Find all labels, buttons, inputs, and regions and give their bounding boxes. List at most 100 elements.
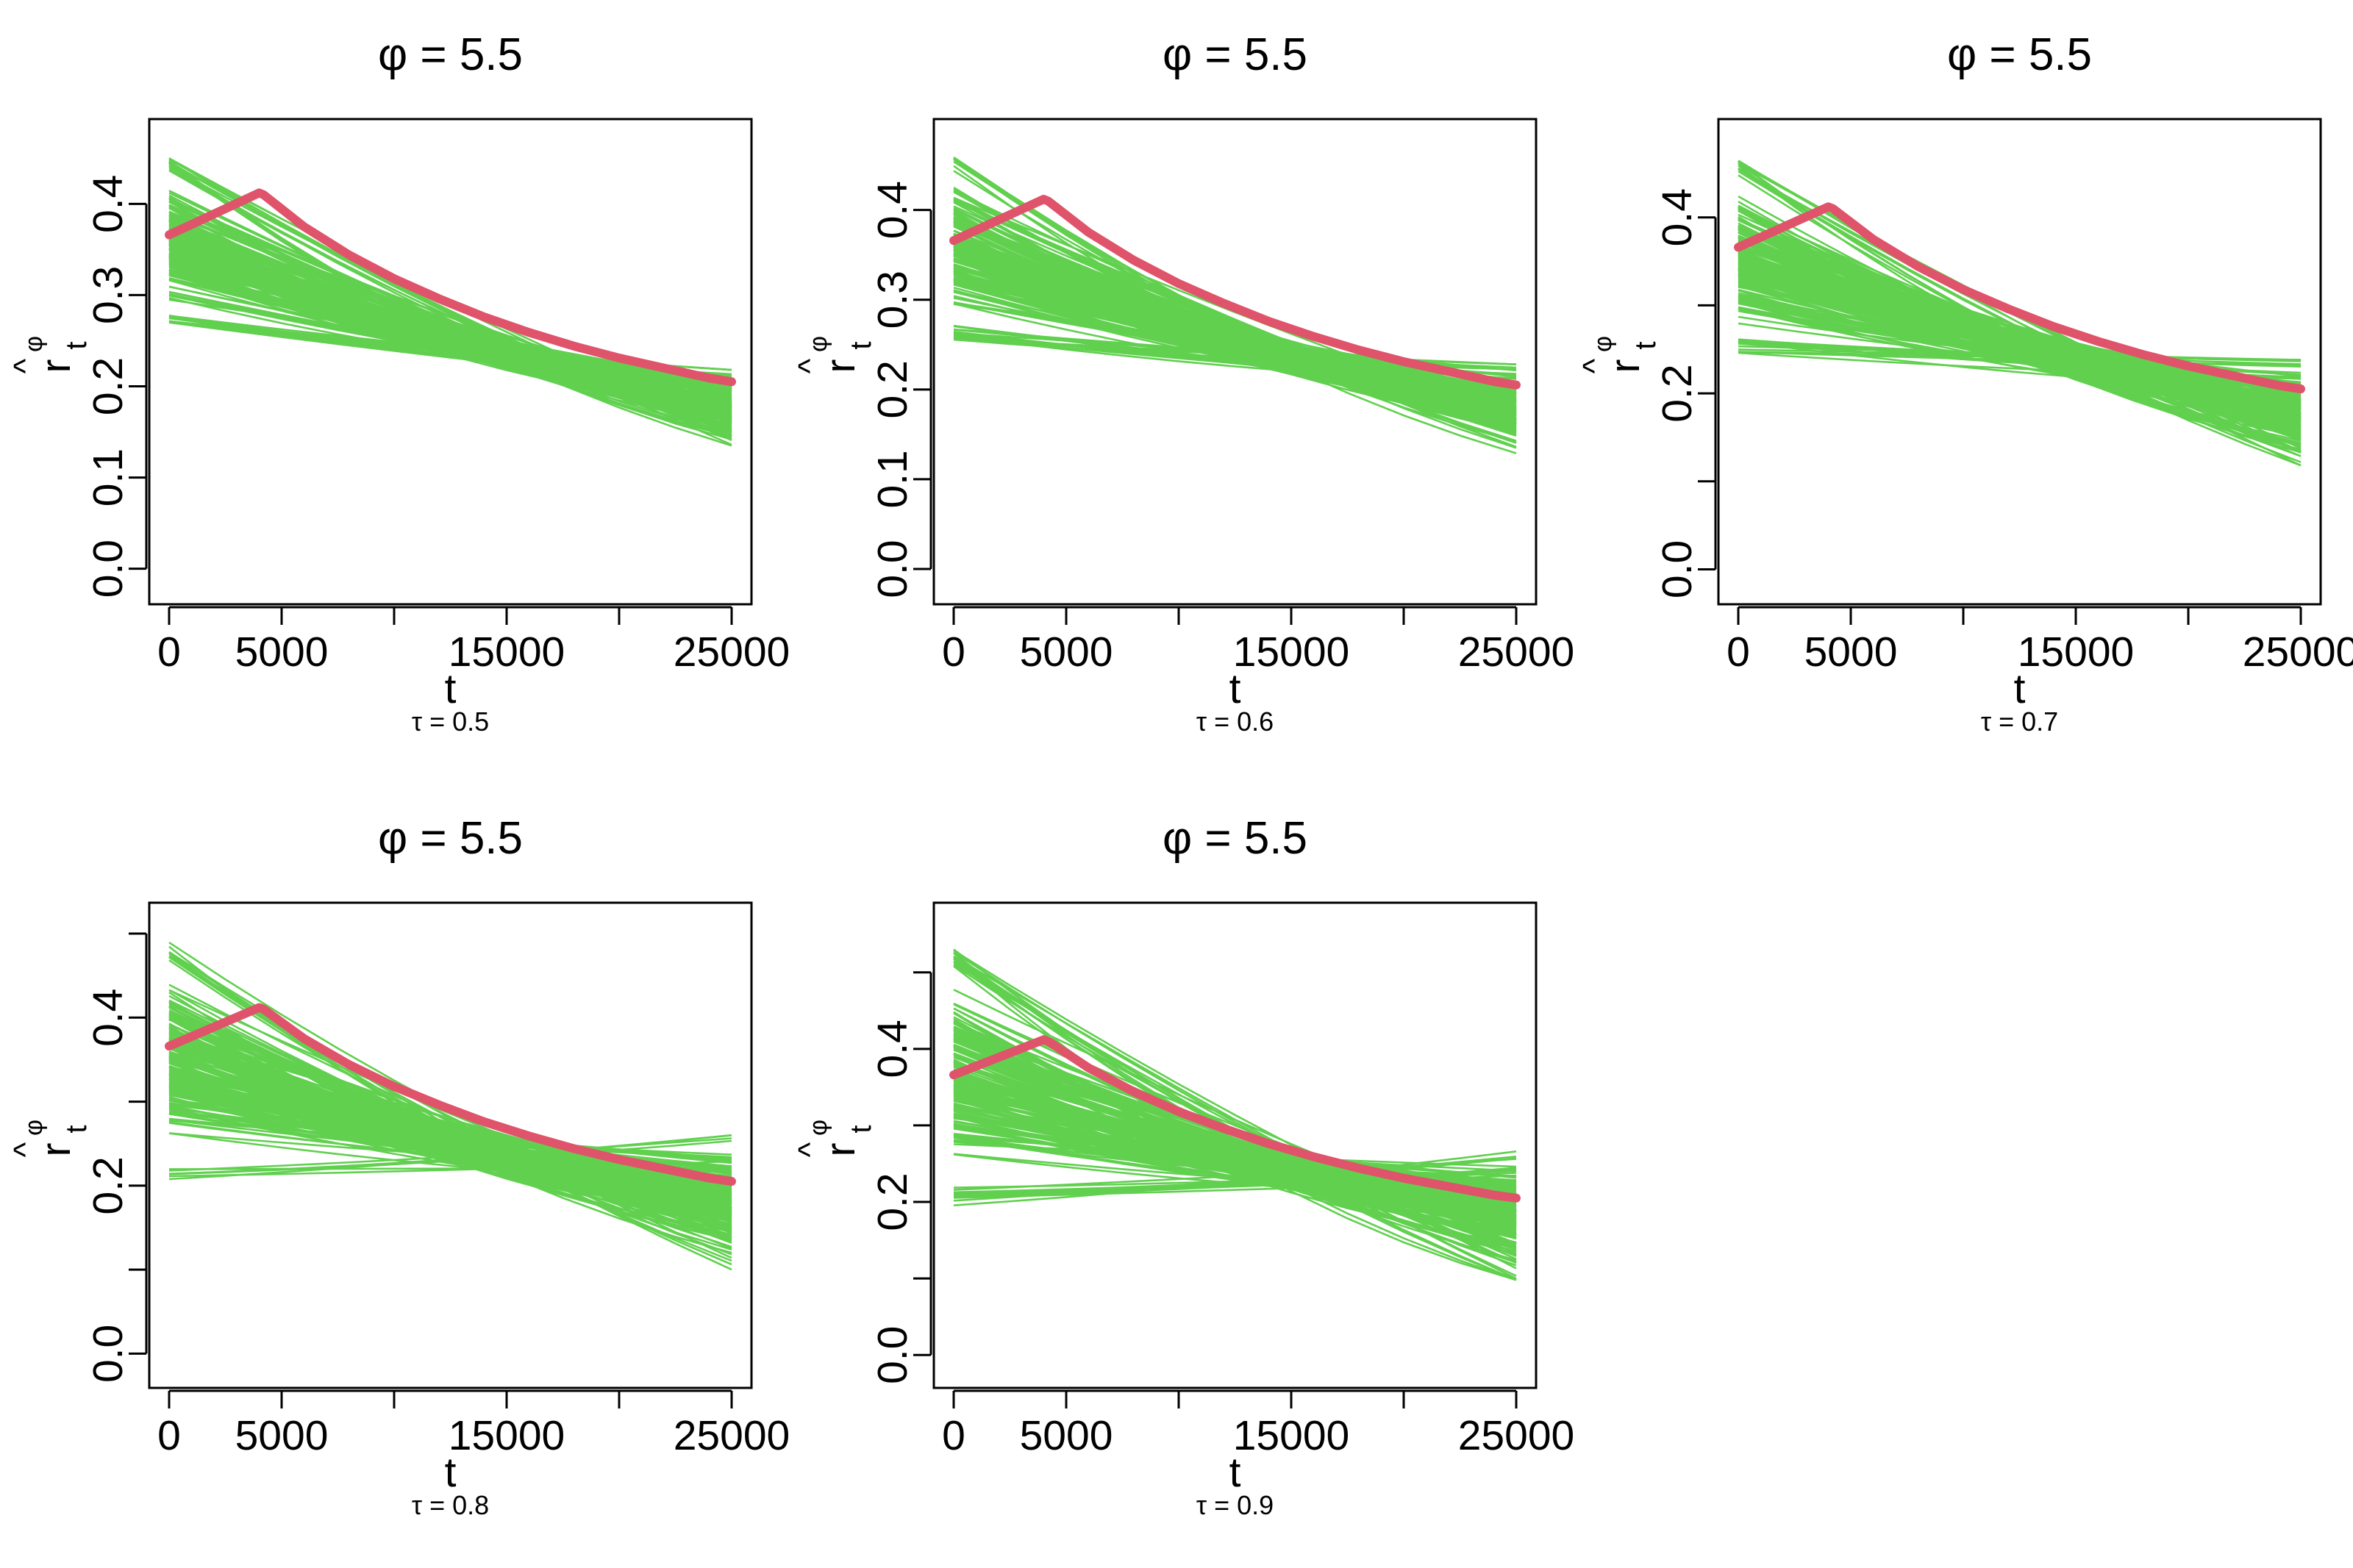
x-axis: 0 5000 15000 25000 t [1727, 606, 2353, 712]
y-axis: 0.0 0.2 0.4 [85, 932, 148, 1383]
y-tick-label: 0.2 [1654, 364, 1701, 422]
x-axis-label: t [445, 665, 457, 712]
x-axis: 0 5000 15000 25000 t [157, 1389, 790, 1496]
simulation-line [953, 1139, 1517, 1195]
x-tick-label: 0 [942, 629, 965, 676]
estimate-line [1734, 202, 2305, 394]
x-tick-label: 5000 [235, 629, 329, 676]
y-label-hat: ^ [792, 358, 828, 373]
y-tick-label: 0.0 [869, 540, 916, 598]
simulation-line [1738, 259, 2302, 403]
simulation-line [953, 1089, 1517, 1214]
y-label-main: r [32, 1142, 79, 1156]
simulation-line [953, 237, 1517, 405]
chart-title: φ = 5.5 [1163, 29, 1307, 80]
simulation-line [953, 1044, 1517, 1231]
simulation-line [168, 1062, 732, 1212]
simulation-line [168, 1134, 732, 1175]
y-tick-label: 0.0 [1654, 540, 1701, 598]
simulation-line [953, 1061, 1517, 1238]
y-axis-label: r^ t φ [7, 336, 93, 373]
simulation-line [168, 1047, 732, 1232]
estimate-line [165, 1003, 736, 1186]
tau-caption: τ = 0.7 [1981, 706, 2058, 737]
y-axis-label: r^ t φ [792, 336, 877, 373]
x-tick-label: 5000 [1804, 629, 1898, 676]
simulation-line [1738, 165, 2302, 454]
y-label-superscript: φ [804, 336, 832, 352]
plot-area [949, 156, 1521, 454]
simulation-line [953, 952, 1517, 1267]
simulation-line [168, 1099, 732, 1187]
simulation-line [953, 951, 1517, 1264]
y-tick-label: 0.2 [85, 1156, 132, 1214]
x-tick-label: 15000 [1233, 1412, 1350, 1459]
y-label-superscript: φ [20, 1120, 48, 1136]
y-label-hat: ^ [7, 358, 43, 373]
simulation-line [168, 1045, 732, 1229]
x-tick-label: 5000 [1020, 629, 1113, 676]
y-label-superscript: φ [1589, 336, 1617, 352]
y-tick-label: 0.0 [869, 1326, 916, 1384]
simulation-line [953, 1088, 1517, 1228]
plot-frame [932, 901, 1538, 1389]
x-tick-label: 25000 [674, 629, 790, 676]
x-tick-label: 25000 [674, 1412, 790, 1459]
y-axis: 0.0 0.2 0.4 [869, 971, 932, 1384]
y-label-subscript: t [845, 341, 877, 349]
plot-area [165, 942, 736, 1271]
estimate-line [949, 1035, 1521, 1203]
plot-frame [932, 118, 1538, 606]
simulation-line [1738, 265, 2302, 416]
y-label-subscript: t [1629, 341, 1662, 349]
tau-caption: τ = 0.8 [412, 1490, 489, 1520]
y-label-main: r [1602, 359, 1649, 373]
simulation-line [168, 315, 732, 378]
y-tick-label: 0.0 [85, 1325, 132, 1383]
simulation-line [1738, 351, 2302, 361]
simulation-lines [1738, 160, 2302, 467]
x-axis-label: t [445, 1449, 457, 1496]
simulation-line [168, 192, 732, 438]
simulation-line [1738, 229, 2302, 408]
y-tick-label: 0.1 [869, 450, 916, 508]
x-axis: 0 5000 15000 25000 t [942, 606, 1575, 712]
simulation-line [168, 1088, 732, 1190]
x-tick-label: 25000 [1458, 1412, 1575, 1459]
plot-frame [148, 118, 753, 606]
simulation-lines [953, 156, 1517, 454]
plot-area [949, 948, 1521, 1281]
estimate-line [949, 195, 1521, 390]
y-label-superscript: φ [20, 336, 48, 352]
x-tick-label: 0 [1727, 629, 1750, 676]
simulation-line [168, 228, 732, 406]
y-label-hat: ^ [792, 1142, 828, 1157]
y-axis: 0.0 0.1 0.2 0.3 0.4 [869, 181, 932, 598]
x-axis-label: t [1229, 665, 1241, 712]
y-tick-label: 0.3 [85, 266, 132, 324]
simulation-lines [168, 157, 732, 447]
x-axis: 0 5000 15000 25000 t [157, 606, 790, 712]
x-tick-label: 0 [942, 1412, 965, 1459]
x-axis-label: t [2014, 665, 2026, 712]
plot-frame [148, 901, 753, 1389]
x-tick-label: 25000 [1458, 629, 1575, 676]
x-tick-label: 15000 [449, 629, 565, 676]
chart-title: φ = 5.5 [1163, 813, 1307, 864]
simulation-line [168, 314, 732, 383]
y-label-hat: ^ [1577, 358, 1613, 373]
plot-frame [1717, 118, 2322, 606]
plot-area [165, 157, 736, 447]
simulation-line [168, 272, 732, 409]
y-axis-label: r^ t φ [1577, 336, 1662, 373]
y-tick-label: 0.2 [869, 360, 916, 418]
tau-caption: τ = 0.6 [1196, 706, 1274, 737]
y-tick-label: 0.1 [85, 448, 132, 506]
y-label-subscript: t [60, 1125, 93, 1133]
simulation-line [953, 235, 1517, 408]
plot-area [1734, 160, 2305, 467]
simulation-line [953, 248, 1517, 421]
simulation-lines [953, 948, 1517, 1281]
y-tick-label: 0.4 [85, 175, 132, 233]
